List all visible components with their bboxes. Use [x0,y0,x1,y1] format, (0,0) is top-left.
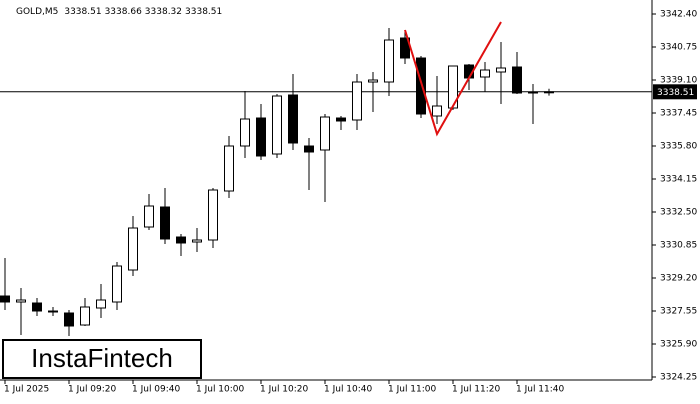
y-tick-label: 3324.25 [660,373,697,383]
candle-body [352,81,362,121]
candle-body [176,236,186,244]
price-label-box [653,84,697,100]
x-tick-label: 1 Jul 10:00 [196,385,245,395]
candle-body [304,145,314,153]
y-tick-label: 3330.85 [660,241,697,251]
candle-body [544,91,554,94]
x-tick-label: 1 Jul 10:40 [324,385,373,395]
candle-body [144,205,154,228]
candle-body [0,295,10,303]
header-value: 3338.51 [64,7,101,17]
x-tick-label: 1 Jul 11:20 [452,385,501,395]
candle-body [288,94,298,144]
candle-body [208,189,218,241]
header: GOLD,M5 3338.51 3338.66 3338.32 3338.51 [16,7,222,17]
candle-body [224,145,234,192]
candle-body [384,39,394,83]
candle-body [64,312,74,327]
header-value: 3338.51 [185,7,222,17]
candle-body [320,116,330,151]
candle-body [192,239,202,243]
y-tick-label: 3327.55 [660,307,697,317]
symbol: GOLD,M5 [16,7,58,17]
candle-body [256,117,266,157]
x-tick-label: 1 Jul 11:40 [516,385,565,395]
x-tick-label: 1 Jul 11:00 [388,385,437,395]
candle-body [128,227,138,271]
price-label: 3338.51 [657,88,694,98]
candle-body [528,91,538,94]
logo: InstaFintech [2,339,202,379]
y-tick-label: 3332.50 [660,208,697,218]
candle-body [32,302,42,312]
candle-body [80,306,90,326]
logo-box [2,339,202,379]
candle-body [368,79,378,83]
y-tick-label: 3334.15 [660,175,697,185]
candle-body [336,117,346,122]
x-tick-label: 1 Jul 2025 [4,385,49,395]
candle-body [112,265,122,303]
candle-body [16,299,26,303]
pattern-line [404,21,502,137]
candle-body [496,67,506,73]
candle-body [240,118,250,147]
candle-body [480,69,490,78]
candle-body [48,310,58,313]
y-tick-label: 3325.90 [660,340,697,350]
y-tick-label: 3339.10 [660,76,697,86]
candle-body [512,66,522,94]
header-value: 3338.32 [145,7,182,17]
candle-body [416,57,426,115]
y-tick-label: 3329.20 [660,274,697,284]
candle-body [160,206,170,240]
x-tick-label: 1 Jul 10:20 [260,385,309,395]
x-tick-label: 1 Jul 09:40 [132,385,181,395]
header-value: 3338.66 [105,7,142,17]
y-tick-label: 3335.80 [660,142,697,152]
candle-body [96,299,106,309]
logo-text: InstaFintech [31,343,173,373]
y-tick-label: 3340.75 [660,43,697,53]
y-tick-label: 3342.40 [660,10,697,20]
candle-body [432,105,442,117]
y-tick-label: 3337.45 [660,109,697,119]
candle-body [272,95,282,155]
x-tick-label: 1 Jul 09:20 [68,385,117,395]
